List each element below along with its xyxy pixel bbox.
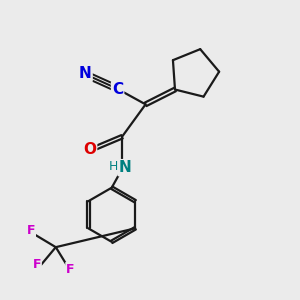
Text: F: F	[26, 224, 35, 238]
Text: H: H	[109, 160, 119, 173]
Text: N: N	[118, 160, 131, 175]
Text: F: F	[66, 263, 75, 276]
Text: C: C	[112, 82, 123, 97]
Text: N: N	[79, 66, 92, 81]
Text: F: F	[32, 258, 41, 271]
Text: O: O	[83, 142, 96, 158]
